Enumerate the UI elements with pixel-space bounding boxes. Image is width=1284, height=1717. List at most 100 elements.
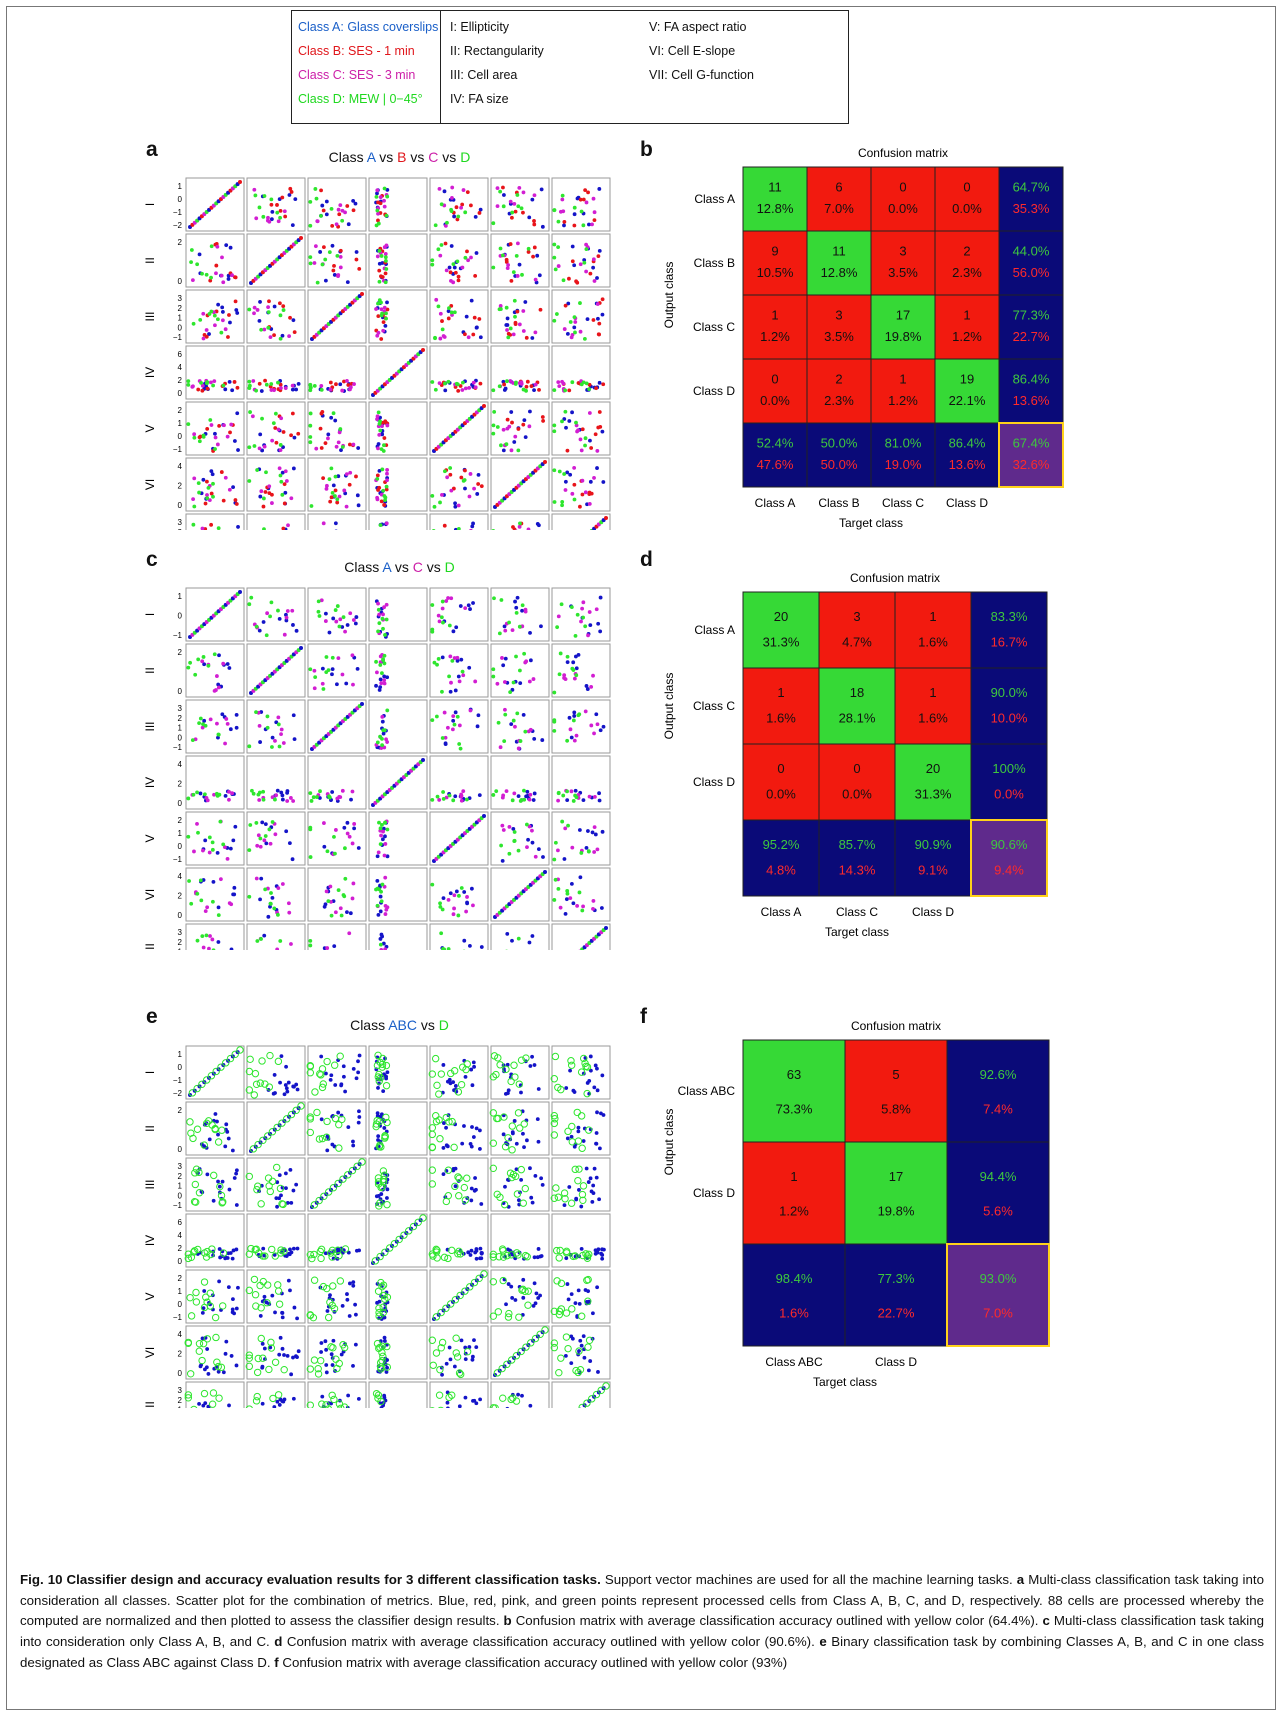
data-point: [351, 208, 356, 213]
data-point: [227, 379, 232, 384]
data-point: [432, 1245, 440, 1254]
data-point: [381, 829, 385, 834]
data-point: [290, 857, 295, 862]
data-point: [207, 1137, 212, 1142]
data-point: [375, 333, 380, 338]
data-point: [354, 474, 358, 479]
y-tick-label: 4: [178, 1231, 183, 1240]
data-point: [186, 1370, 195, 1378]
data-point: [335, 1251, 343, 1260]
data-point: [594, 1175, 599, 1180]
cell-count: 6: [835, 179, 842, 194]
data-point: [322, 1133, 331, 1141]
data-point: [461, 1196, 470, 1204]
data-point: [560, 197, 565, 202]
data-point: [280, 1310, 284, 1315]
data-point: [457, 1080, 466, 1089]
data-point: [223, 793, 228, 798]
data-point: [383, 1118, 391, 1127]
diagonal-point: [522, 1343, 530, 1351]
figure-frame: [6, 6, 1276, 1710]
diagonal-point: [536, 1330, 544, 1338]
data-point: [550, 1339, 559, 1347]
data-point: [457, 679, 462, 684]
data-point: [283, 1171, 288, 1176]
data-point: [552, 857, 557, 862]
data-point: [573, 330, 577, 335]
data-point: [541, 855, 545, 859]
y-tick-label: 2: [178, 816, 183, 825]
data-point: [455, 1247, 463, 1256]
matrix-xlabel: Target class: [839, 516, 903, 530]
data-point: [228, 846, 233, 851]
data-point: [216, 1179, 220, 1184]
data-point: [200, 1141, 208, 1149]
data-point: [591, 318, 596, 322]
data-point: [270, 438, 275, 443]
data-point: [535, 1117, 540, 1122]
data-point: [210, 840, 215, 845]
data-point: [340, 388, 345, 393]
data-point: [338, 203, 343, 208]
data-point: [375, 1312, 383, 1320]
data-point: [440, 655, 445, 660]
cell-count: 17: [889, 1169, 903, 1184]
data-point: [308, 261, 313, 266]
data-point: [291, 1396, 296, 1401]
data-point: [533, 382, 538, 387]
data-point: [230, 791, 235, 796]
data-point: [226, 1251, 231, 1256]
diagonal-point: [207, 1072, 216, 1080]
data-point: [382, 1339, 387, 1343]
data-point: [380, 882, 385, 887]
data-point: [478, 1397, 483, 1402]
data-point: [338, 265, 343, 270]
data-point: [433, 387, 438, 392]
data-point: [515, 1313, 523, 1321]
data-point: [343, 876, 348, 881]
data-point: [267, 1344, 276, 1352]
row-label: IV: [143, 367, 157, 378]
data-point: [524, 822, 529, 827]
data-point: [572, 676, 577, 681]
data-point: [456, 278, 461, 283]
data-point: [319, 387, 324, 392]
data-point: [578, 301, 582, 305]
data-point: [501, 828, 506, 832]
data-point: [452, 265, 457, 270]
data-point: [212, 1333, 220, 1342]
data-point: [570, 332, 575, 337]
data-point: [260, 1341, 265, 1346]
data-point: [375, 878, 380, 883]
data-point: [511, 718, 516, 723]
data-point: [295, 1246, 300, 1251]
overall-accuracy-cell: [998, 422, 1064, 488]
data-point: [513, 599, 517, 604]
data-point: [380, 823, 384, 827]
data-point: [333, 1083, 338, 1087]
data-point: [232, 885, 237, 890]
matrix-cell: [934, 166, 1000, 232]
y-tick-label: 2: [178, 1396, 183, 1405]
data-point: [354, 250, 359, 254]
data-point: [195, 1189, 204, 1197]
data-point: [273, 1310, 277, 1315]
data-point: [462, 938, 467, 943]
data-point: [465, 249, 469, 254]
diagonal-point: [604, 516, 608, 520]
data-point: [589, 723, 594, 728]
data-point: [558, 905, 563, 910]
legend-class-a: Class A: Glass coverslips: [298, 20, 439, 34]
scatter-cell: [429, 1381, 489, 1408]
data-point: [564, 1256, 569, 1261]
data-point: [536, 523, 541, 528]
caption-intro: Support vector machines are used for all…: [600, 1572, 1017, 1587]
data-point: [523, 300, 528, 304]
data-point: [577, 1301, 582, 1306]
data-point: [197, 721, 202, 725]
data-point: [468, 472, 473, 476]
data-point: [382, 681, 387, 686]
data-point: [377, 612, 382, 617]
summary-cell: [970, 667, 1048, 745]
scatter-title-part: vs: [391, 559, 413, 575]
